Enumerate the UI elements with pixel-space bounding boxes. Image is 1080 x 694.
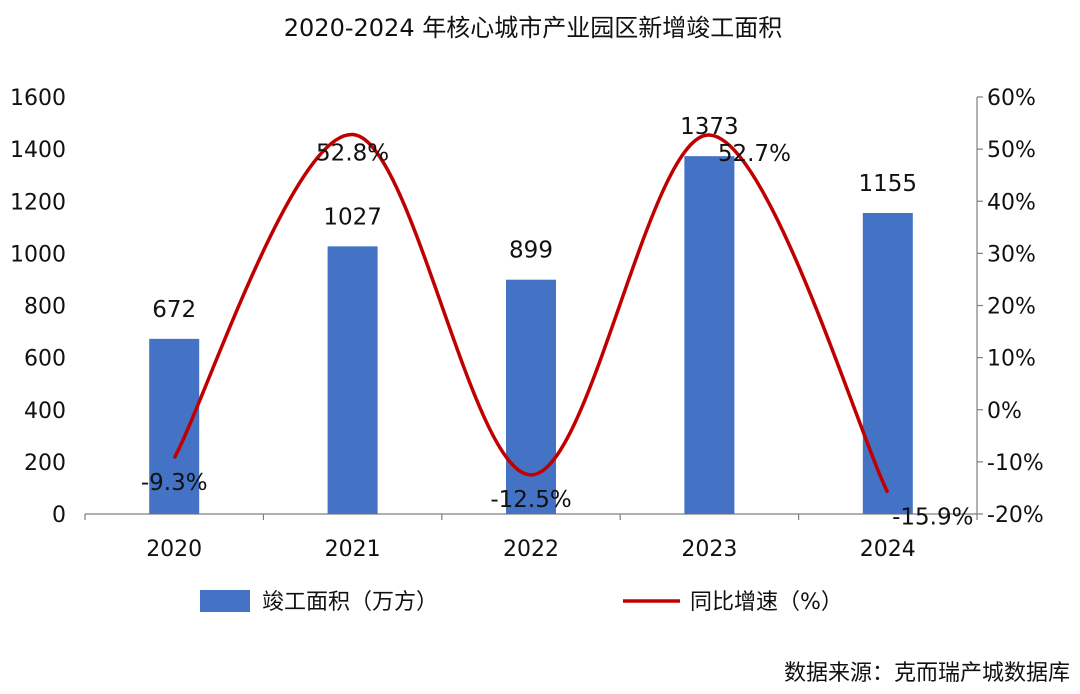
bar bbox=[506, 279, 556, 514]
right-tick-label: -20% bbox=[987, 503, 1044, 528]
x-tick-label: 2021 bbox=[325, 537, 381, 562]
left-tick-label: 600 bbox=[24, 347, 66, 372]
right-tick-label: 60% bbox=[987, 86, 1036, 111]
chart-title: 2020-2024 年核心城市产业园区新增竣工面积 bbox=[284, 14, 782, 42]
right-tick-label: -10% bbox=[987, 451, 1044, 476]
line-value-label: 52.8% bbox=[316, 141, 389, 167]
line-value-label: -9.3% bbox=[141, 470, 208, 496]
bar-value-label: 1027 bbox=[323, 204, 382, 230]
right-tick-label: 30% bbox=[987, 242, 1036, 267]
left-tick-label: 800 bbox=[24, 295, 66, 320]
bar bbox=[684, 156, 735, 515]
bar-value-label: 1155 bbox=[859, 171, 918, 197]
x-tick-label: 2023 bbox=[681, 537, 737, 562]
legend-line-label: 同比增速（%） bbox=[690, 590, 843, 615]
line-series bbox=[172, 132, 890, 494]
right-tick-label: 20% bbox=[987, 295, 1036, 320]
line-data-labels: -9.3% 52.8% -12.5% 52.7% -15.9% bbox=[141, 141, 974, 531]
left-tick-label: 1400 bbox=[10, 138, 66, 163]
bar-value-label: 672 bbox=[152, 297, 196, 323]
right-tick-label: 40% bbox=[987, 190, 1036, 215]
right-y-axis: -20% -10% 0% 10% 20% 30% 40% 50% 60% bbox=[976, 86, 1044, 528]
left-y-axis: 0 200 400 600 800 1000 1200 1400 1600 bbox=[10, 86, 66, 528]
right-tick-label: 50% bbox=[987, 138, 1036, 163]
line-value-label: -15.9% bbox=[892, 505, 973, 531]
x-tick-label: 2024 bbox=[860, 537, 916, 562]
line-value-label: -12.5% bbox=[490, 487, 571, 513]
legend: 竣工面积（万方） 同比增速（%） bbox=[200, 590, 843, 615]
left-tick-label: 1600 bbox=[10, 86, 66, 111]
legend-bar-swatch bbox=[200, 590, 250, 612]
left-tick-label: 400 bbox=[24, 399, 66, 424]
legend-bar-label: 竣工面积（万方） bbox=[262, 590, 438, 615]
growth-line bbox=[172, 132, 890, 494]
source-note: 数据来源：克而瑞产城数据库 bbox=[784, 661, 1070, 686]
right-tick-label: 10% bbox=[987, 347, 1036, 372]
bar-value-label: 899 bbox=[509, 238, 553, 264]
x-tick-label: 2022 bbox=[503, 537, 559, 562]
left-tick-label: 0 bbox=[52, 503, 66, 528]
right-tick-label: 0% bbox=[987, 399, 1022, 424]
x-axis: 2020 2021 2022 2023 2024 bbox=[84, 513, 978, 562]
line-value-label: 52.7% bbox=[718, 141, 791, 167]
bar bbox=[862, 212, 913, 514]
left-tick-label: 1000 bbox=[10, 242, 66, 267]
bar-series bbox=[149, 156, 913, 515]
bar bbox=[327, 246, 378, 514]
x-tick-label: 2020 bbox=[146, 537, 202, 562]
bar bbox=[149, 338, 200, 514]
left-tick-label: 1200 bbox=[10, 190, 66, 215]
left-tick-label: 200 bbox=[24, 451, 66, 476]
